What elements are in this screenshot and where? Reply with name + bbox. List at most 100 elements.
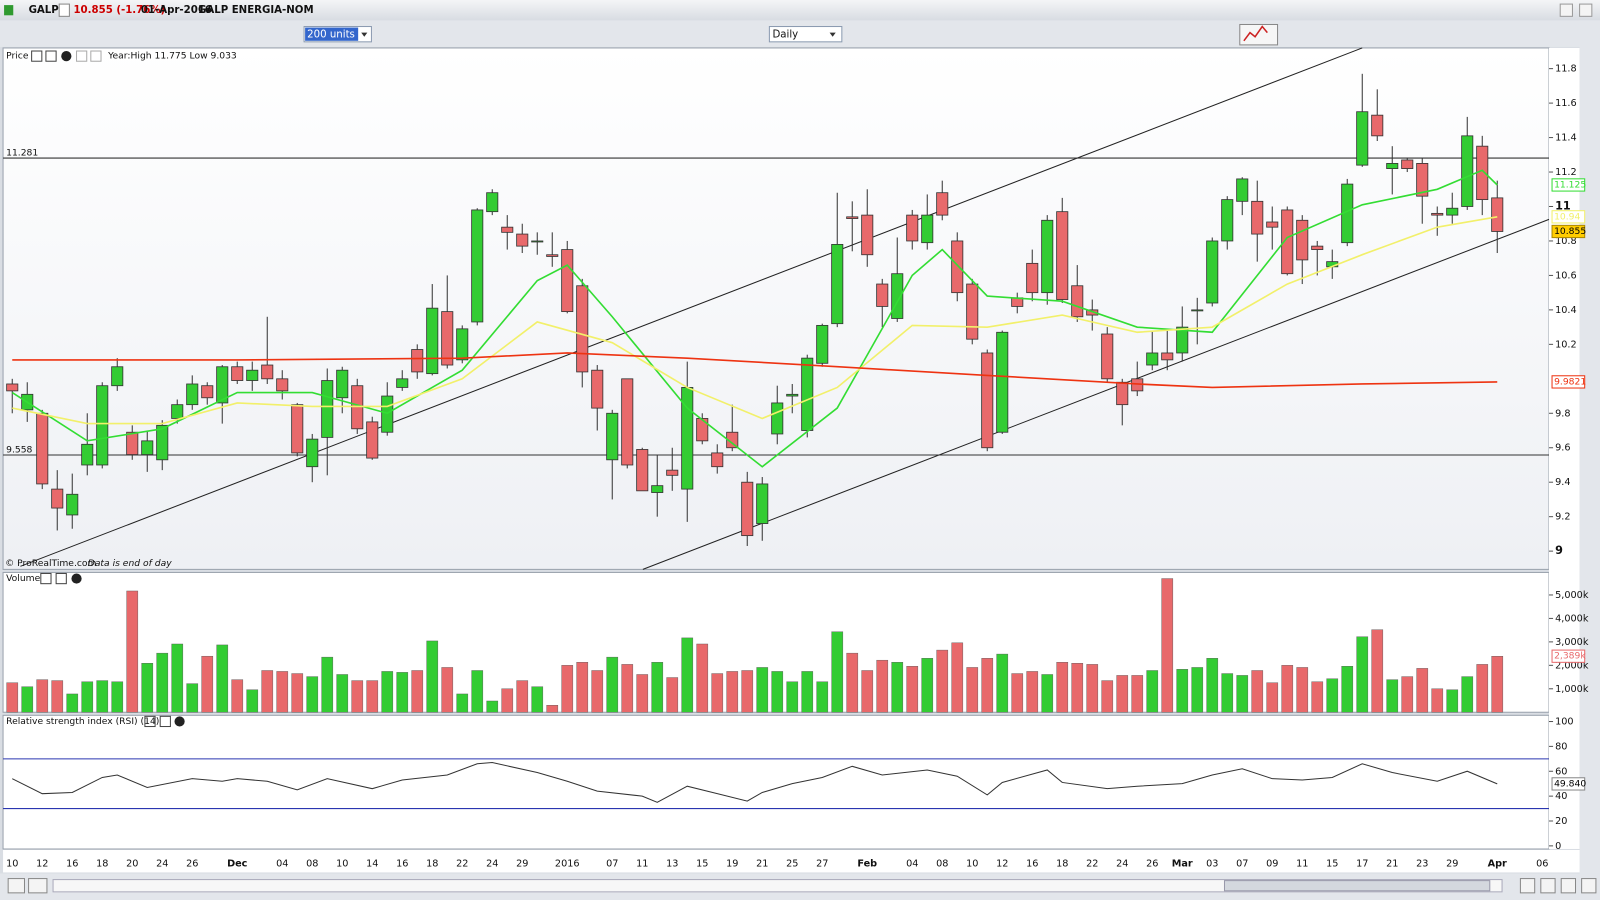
- x-tick-label: 13: [666, 858, 678, 869]
- volume-bar: [1026, 671, 1039, 713]
- note: Data is end of day: [88, 558, 172, 569]
- candle-body: [1431, 212, 1444, 216]
- scrollbar[interactable]: [52, 879, 1503, 893]
- candle-body: [1146, 352, 1159, 366]
- title-bar: [0, 0, 1600, 21]
- volume-bar: [1206, 658, 1219, 713]
- value-marker-label: 2,389k: [1554, 651, 1586, 662]
- volume-bar: [861, 670, 874, 713]
- x-tick-label: 27: [816, 858, 828, 869]
- candle-body: [891, 273, 904, 319]
- panel-tool[interactable]: [55, 572, 67, 585]
- panel-title: Relative strength index (RSI) (14): [6, 716, 159, 727]
- candle-body: [1206, 240, 1219, 304]
- x-tick-label: 19: [726, 858, 738, 869]
- instrument-name: GALP ENERGIA-NOM: [198, 5, 314, 16]
- candle-body: [111, 366, 124, 387]
- dropdown-arrow: [829, 32, 836, 37]
- candle-body: [66, 493, 79, 516]
- candle-body: [621, 378, 634, 466]
- minimize-button[interactable]: [1559, 3, 1573, 17]
- x-tick-label: 10: [336, 858, 348, 869]
- panel-tool[interactable]: [144, 715, 156, 728]
- x-tick-label: Dec: [227, 858, 248, 869]
- candle-body: [591, 369, 604, 409]
- volume-bar: [1191, 667, 1204, 713]
- panel-tool[interactable]: [45, 50, 57, 62]
- volume-bar: [666, 677, 679, 713]
- x-tick-label: 26: [1146, 858, 1158, 869]
- x-tick-label: 21: [1386, 858, 1398, 869]
- panel-close[interactable]: [61, 51, 72, 62]
- y-tick-label: 20: [1555, 816, 1567, 827]
- zoom-button[interactable]: [1581, 878, 1597, 894]
- candle-body: [426, 307, 439, 375]
- volume-bar: [6, 682, 19, 713]
- zoom-button[interactable]: [1540, 878, 1556, 894]
- x-tick-label: 24: [486, 858, 498, 869]
- panel-tool[interactable]: [90, 50, 102, 62]
- trend-line[interactable]: [20, 47, 1363, 567]
- volume-bar: [1251, 670, 1264, 713]
- x-tick-label: 23: [1416, 858, 1428, 869]
- x-tick-label: Feb: [857, 858, 877, 869]
- volume-bar: [606, 656, 619, 713]
- volume-bar: [1011, 673, 1024, 713]
- volume-bar: [126, 590, 139, 713]
- value-marker-label: 10.94: [1554, 211, 1580, 222]
- volume-bar: [231, 679, 244, 713]
- volume-bar: [1221, 673, 1234, 713]
- volume-bar: [156, 652, 169, 713]
- y-tick-label: 60: [1555, 766, 1567, 777]
- volume-bar: [501, 688, 514, 713]
- trend-line[interactable]: [642, 218, 1550, 570]
- candle-body: [486, 192, 499, 213]
- panel-tool[interactable]: [159, 715, 171, 728]
- candle-body: [51, 488, 64, 509]
- period-select[interactable]: [768, 26, 843, 43]
- volume-bar: [741, 670, 754, 713]
- candle-body: [171, 404, 184, 419]
- close-button[interactable]: [1579, 3, 1593, 17]
- info-button[interactable]: [58, 3, 70, 17]
- symbol[interactable]: GALP: [29, 5, 60, 16]
- candle-body: [726, 431, 739, 449]
- candle-body: [411, 349, 424, 373]
- candle-body: [696, 418, 709, 442]
- x-tick-label: 29: [516, 858, 528, 869]
- volume-bar: [876, 659, 889, 713]
- indicator-button[interactable]: [1239, 23, 1279, 46]
- panel-tool[interactable]: [40, 572, 52, 585]
- y-tick-label: 2,000k: [1555, 660, 1589, 671]
- candle-body: [606, 412, 619, 461]
- value-marker-label: 11.125: [1554, 179, 1586, 190]
- candle-body: [396, 378, 409, 388]
- value-marker: [1551, 649, 1586, 663]
- zoom-button[interactable]: [1560, 878, 1577, 894]
- candle-body: [516, 233, 529, 247]
- candle-body: [1416, 163, 1429, 197]
- candle-body: [1491, 197, 1504, 232]
- x-tick-label: 15: [696, 858, 708, 869]
- date: 01-Apr-2016: [141, 5, 212, 16]
- volume-bar: [336, 674, 349, 713]
- candle-body: [1311, 245, 1324, 250]
- x-tick-label: 24: [1116, 858, 1128, 869]
- tool-button[interactable]: [7, 878, 25, 894]
- scroll-thumb[interactable]: [1223, 880, 1491, 892]
- candle-body: [1386, 163, 1399, 169]
- panel-close[interactable]: [71, 573, 82, 584]
- y-tick-label: 9.6: [1555, 443, 1570, 454]
- x-tick-label: 12: [36, 858, 48, 869]
- tool-button[interactable]: [28, 878, 48, 894]
- candle-body: [1026, 262, 1039, 294]
- panel-tool[interactable]: [76, 50, 88, 62]
- panel-close[interactable]: [174, 716, 185, 727]
- panel-tool[interactable]: [31, 50, 43, 62]
- candle-body: [96, 385, 109, 466]
- candle-body: [1296, 219, 1309, 261]
- candle-body: [366, 421, 379, 459]
- zoom-button[interactable]: [1519, 878, 1536, 894]
- candle-body: [216, 366, 229, 404]
- y-tick-label: 4,000k: [1555, 613, 1589, 624]
